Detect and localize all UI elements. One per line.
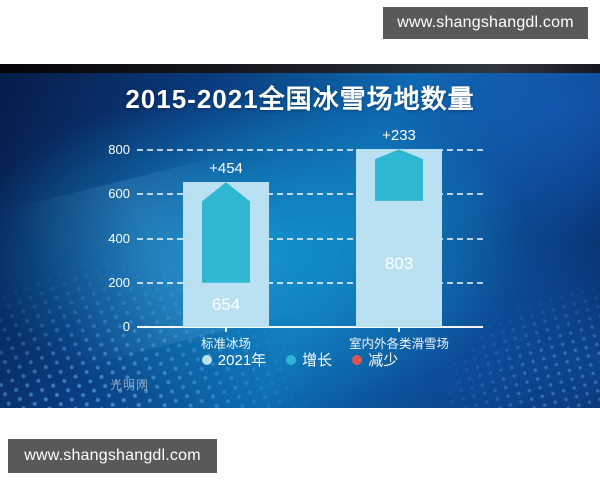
source-credit: 光明网 [110, 378, 150, 392]
growth-label: +454 [209, 160, 243, 178]
legend-item: 减少 [352, 349, 398, 370]
chart-legend: 2021年 增长 减少 [0, 349, 600, 370]
category-label: 标准冰场 [200, 337, 251, 351]
growth-label: +233 [382, 127, 416, 145]
legend-dot-icon [286, 354, 297, 365]
axis-tick [225, 328, 227, 332]
category-label: 室内外各类滑雪场 [348, 337, 449, 351]
chart-panel: 2015-2021全国冰雪场地数量 0 200 400 600 800 +454 654 标准… [0, 64, 600, 408]
y-axis-label: 200 [108, 274, 130, 290]
chart-title: 2015-2021全国冰雪场地数量 [125, 84, 475, 114]
chart-area: 0 200 400 600 800 +454 654 标准冰场 +233 803 室内外各类滑雪场 [0, 64, 600, 408]
gridline [137, 237, 483, 240]
value-label: 654 [211, 294, 241, 314]
panel-top-edge [0, 64, 600, 73]
gridline [137, 149, 483, 151]
top-watermark: www.shangshangdl.com [383, 7, 588, 39]
legend-item: 2021年 [201, 349, 267, 370]
legend-dot-icon [201, 354, 212, 365]
bottom-watermark-text: www.shangshangdl.com [24, 447, 201, 464]
y-axis-label: 800 [108, 142, 130, 157]
value-label: 803 [384, 253, 414, 273]
x-axis-line [137, 326, 483, 328]
legend-item: 增长 [286, 349, 332, 370]
bottom-watermark: www.shangshangdl.com [8, 439, 217, 473]
axis-tick [398, 328, 400, 332]
y-axis-label: 600 [108, 186, 130, 202]
y-axis-label: 0 [122, 319, 130, 334]
legend-label: 增长 [302, 352, 333, 369]
gridline [137, 193, 483, 196]
legend-label: 2021年 [217, 352, 267, 369]
growth-arrow [202, 182, 250, 283]
top-watermark-text: www.shangshangdl.com [397, 14, 574, 31]
legend-label: 减少 [368, 352, 399, 369]
legend-dot-icon [352, 354, 363, 365]
growth-arrow [375, 149, 423, 201]
gridline [137, 281, 483, 284]
y-axis-label: 400 [108, 230, 130, 246]
